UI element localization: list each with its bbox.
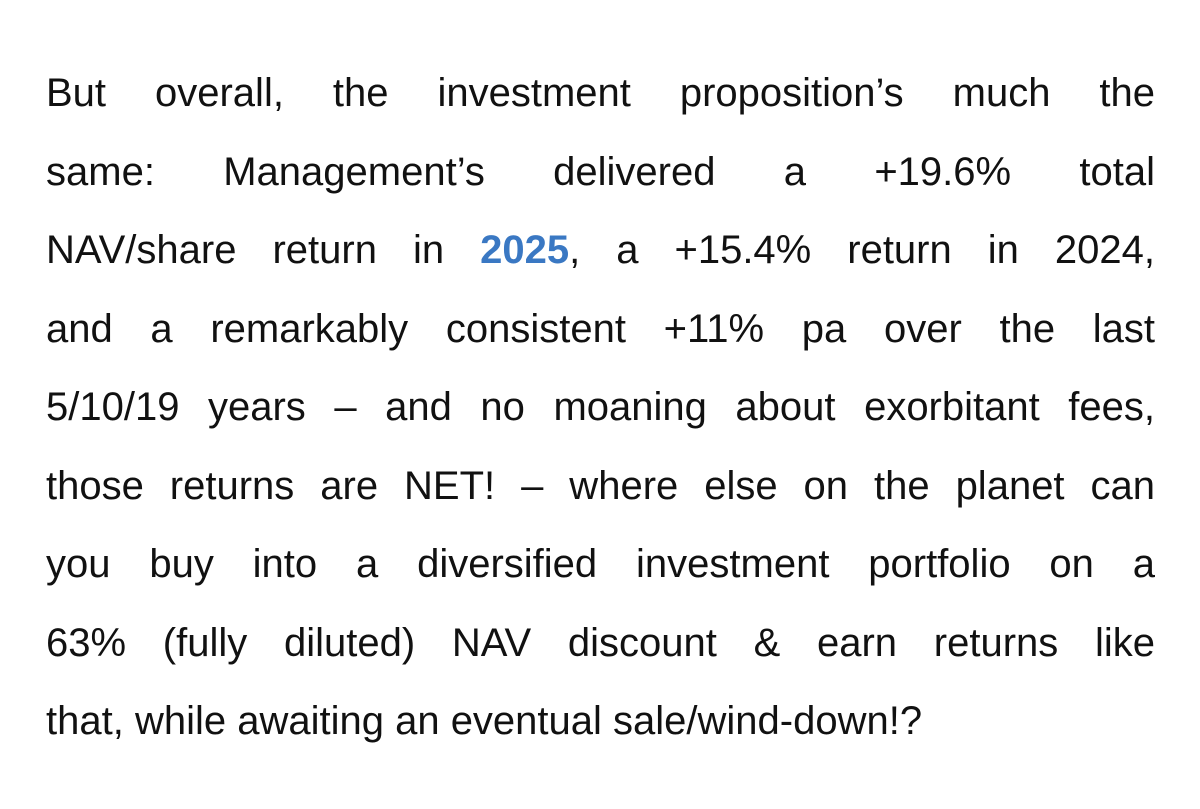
- link[interactable]: 2025: [480, 228, 570, 272]
- text-line: 5/10/19 years – and no moaning about exo…: [46, 385, 1155, 429]
- paragraph: But overall, the investment proposition’…: [46, 54, 1155, 761]
- text: NAV/share return in: [46, 228, 481, 272]
- text-line: those returns are NET! – where else on t…: [46, 463, 1155, 508]
- text-line: you buy into a diversified investment po…: [46, 542, 1155, 586]
- text: , a +15.4% return in 2024,: [569, 228, 1155, 272]
- text-line: But overall, the investment proposition’…: [46, 71, 1155, 115]
- text-line: same: Management’s delivered a +19.6% to…: [46, 149, 1155, 194]
- text-line: that, while awaiting an eventual sale/wi…: [46, 699, 923, 743]
- text-line: 63% (fully diluted) NAV discount & earn …: [46, 620, 1155, 665]
- text-line: and a remarkably consistent +11% pa over…: [46, 306, 1155, 351]
- text-line: NAV/share return in 2025, a +15.4% retur…: [46, 211, 1155, 290]
